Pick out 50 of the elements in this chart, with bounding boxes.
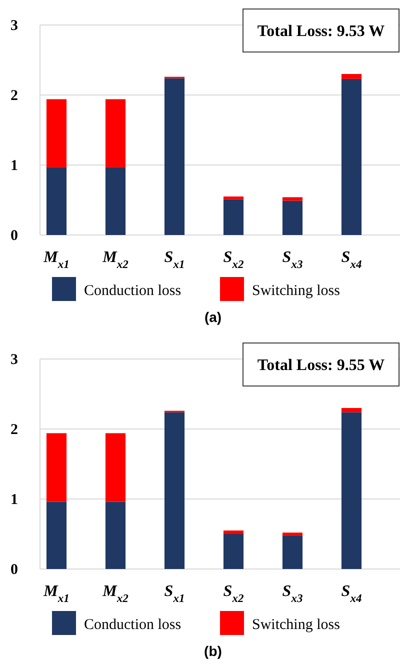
legend-label: Conduction loss	[84, 617, 182, 633]
text: (b)	[204, 643, 222, 659]
bar	[46, 433, 67, 502]
x-tick-label: S$_{x3}$	[282, 249, 303, 271]
x-tick-label: M$_{x2}$	[102, 249, 129, 271]
y-tick-label: 0	[10, 562, 18, 578]
x-tick-label: S$_{x2}$	[223, 583, 244, 605]
bar	[105, 99, 126, 168]
legend-label: Switching loss	[252, 283, 340, 299]
bar	[341, 78, 362, 235]
bar	[105, 433, 126, 502]
x-tick-label: S$_{x1}$	[164, 583, 185, 605]
bar	[341, 412, 362, 569]
y-tick-label: 3	[10, 352, 18, 368]
y-tick-label: 2	[10, 422, 18, 438]
annotation: Total Loss: 9.55 W	[257, 357, 385, 374]
bar	[105, 502, 126, 569]
y-tick-label: 2	[10, 88, 18, 104]
bar	[164, 78, 185, 235]
bar	[223, 196, 244, 200]
y-tick-label: 0	[10, 228, 18, 244]
bar	[282, 532, 303, 536]
x-tick-label: S$_{x4}$	[341, 249, 362, 271]
x-tick-label: S$_{x2}$	[223, 249, 244, 271]
bar	[46, 502, 67, 569]
y-tick-label: 3	[10, 18, 18, 34]
bar	[282, 200, 303, 235]
x-tick-label: M$_{x2}$	[102, 583, 129, 605]
bar	[223, 530, 244, 534]
x-tick-label: S$_{x4}$	[341, 583, 362, 605]
bar	[46, 167, 67, 235]
bar	[341, 74, 362, 79]
bar	[341, 408, 362, 412]
x-tick-label: M$_{x1}$	[42, 583, 70, 605]
annotation: Total Loss: 9.53 W	[257, 23, 385, 40]
y-tick-label: 1	[10, 158, 18, 174]
x-tick-label: S$_{x1}$	[164, 249, 185, 271]
bar	[223, 534, 244, 569]
bar	[223, 199, 244, 235]
x-tick-label: M$_{x1}$	[42, 249, 70, 271]
bar	[282, 535, 303, 569]
bar	[105, 167, 126, 235]
x-tick-label: S$_{x3}$	[282, 583, 303, 605]
bar	[164, 412, 185, 569]
legend-label: Switching loss	[252, 617, 340, 633]
text: (a)	[204, 309, 222, 325]
bar	[46, 99, 67, 168]
bar	[282, 197, 303, 201]
y-tick-label: 1	[10, 492, 18, 508]
legend-label: Conduction loss	[84, 283, 182, 299]
